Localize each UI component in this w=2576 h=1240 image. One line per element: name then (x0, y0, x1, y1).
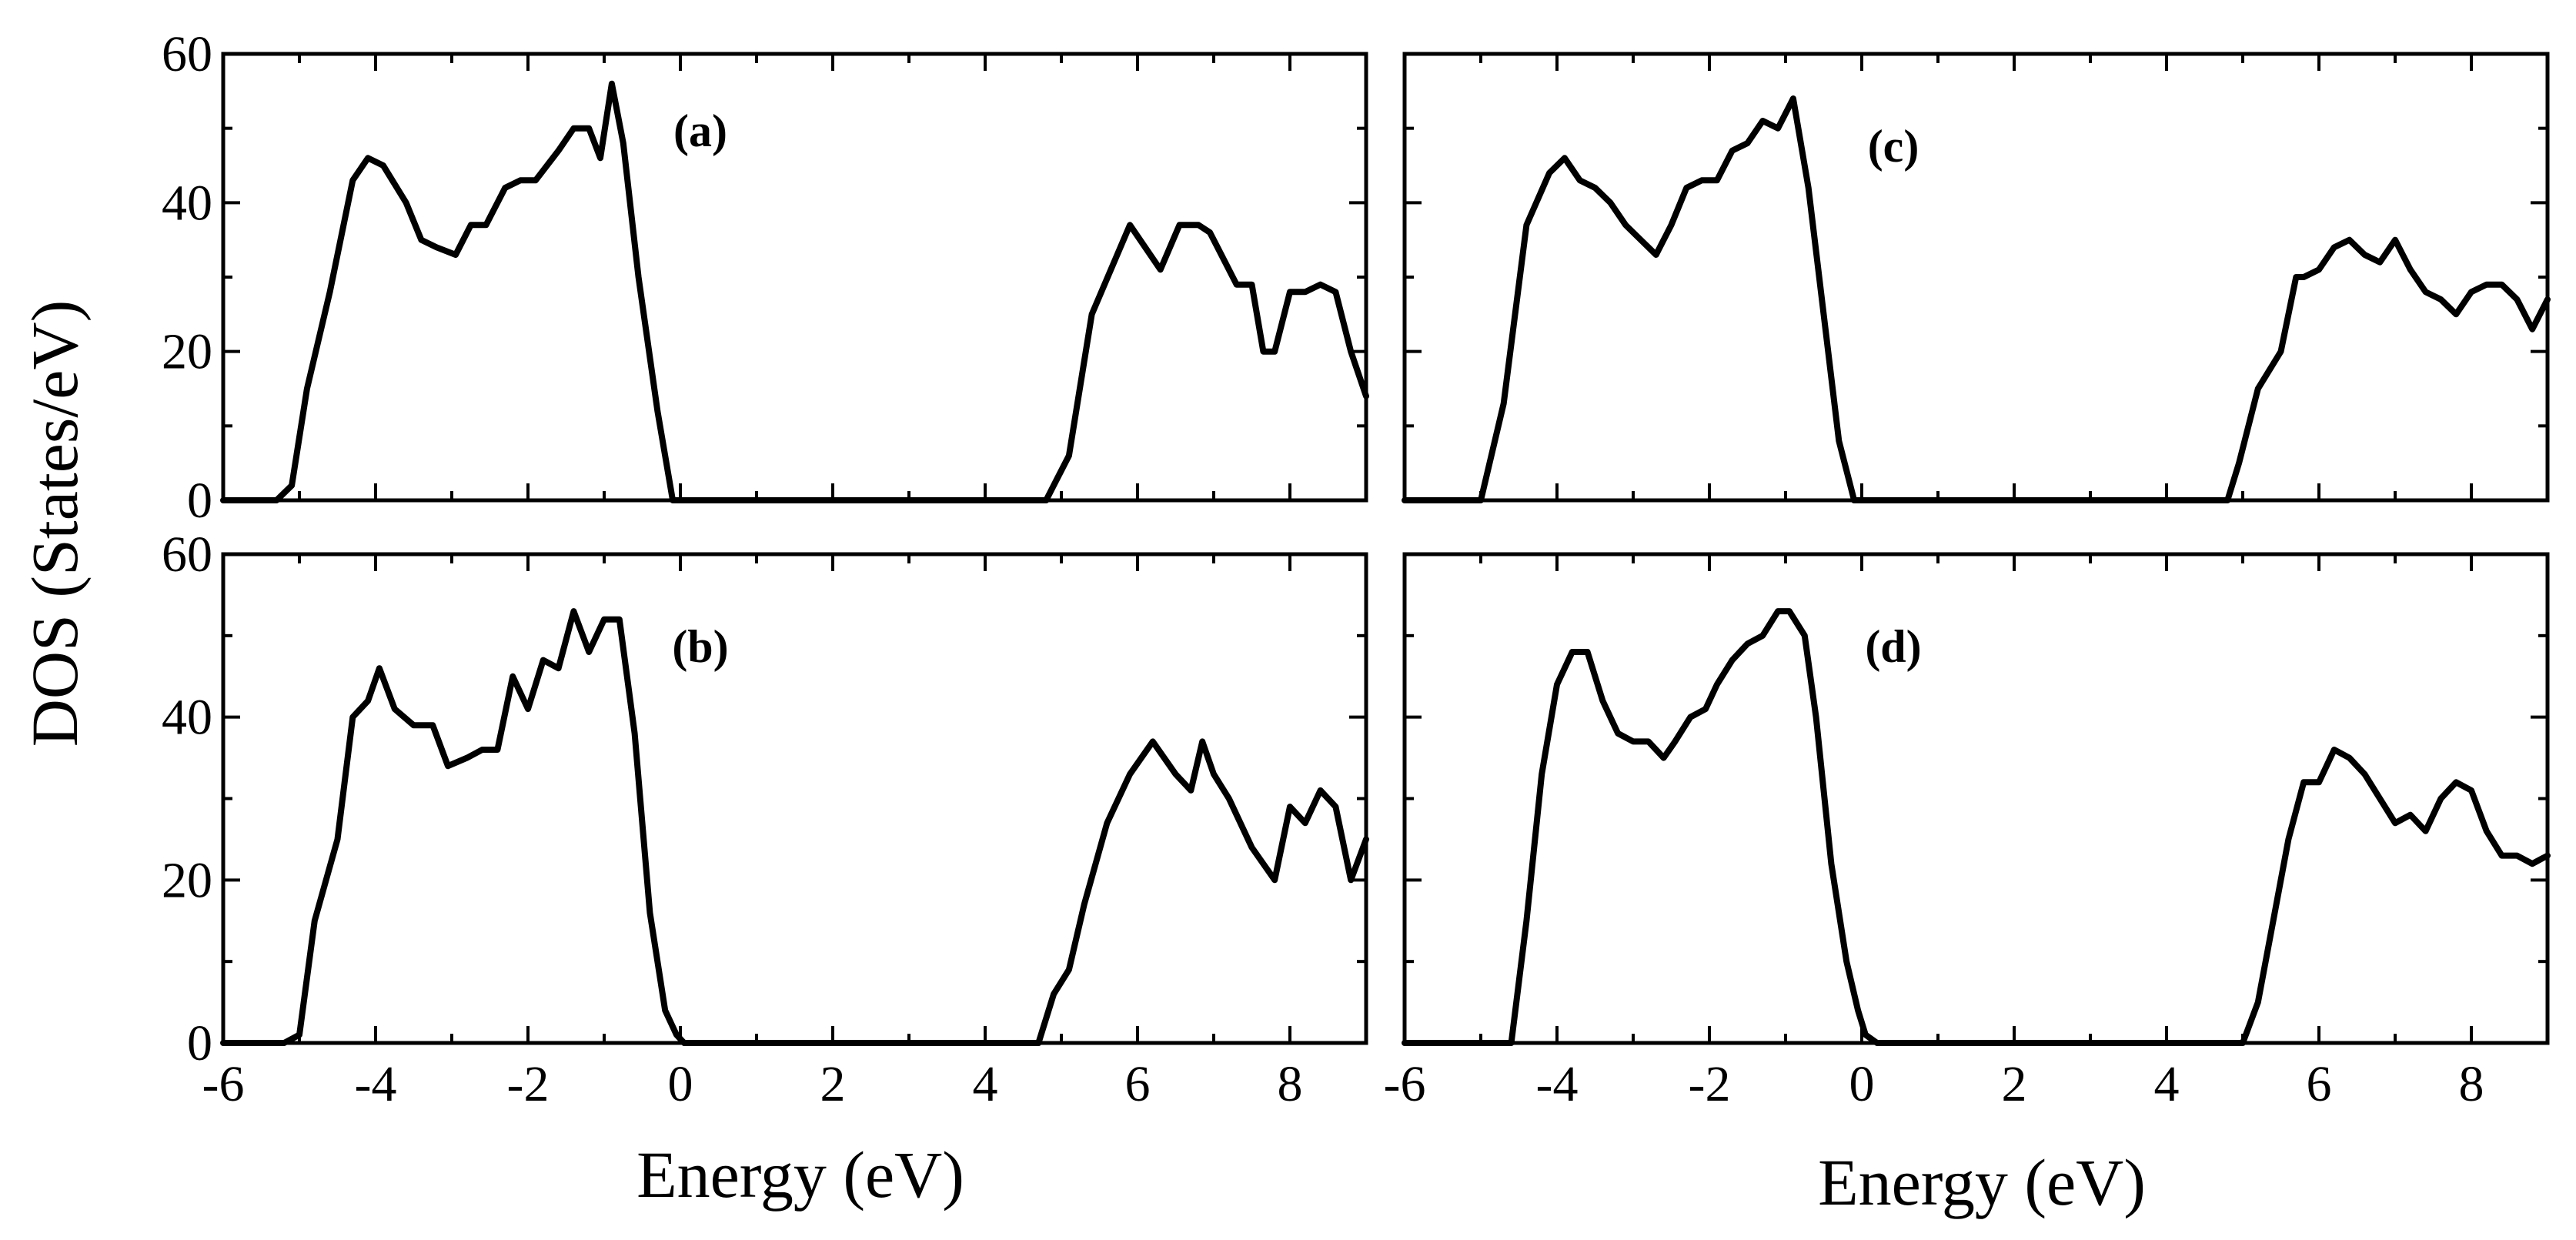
panel-label-c: (c) (1868, 121, 1919, 172)
panel-label-d: (d) (1865, 621, 1921, 672)
x-axis-title-left: Energy (eV) (636, 1138, 964, 1212)
x-tick-label: 6 (1125, 1056, 1151, 1112)
y-tick-label: 0 (187, 473, 212, 529)
y-tick-label: 60 (162, 526, 212, 583)
x-tick-label: 8 (1278, 1056, 1303, 1112)
panel-label-b: (b) (672, 621, 728, 672)
x-tick-label: 0 (668, 1056, 693, 1112)
panel-d: -6 -4 -2 0 2 4 6 8 (d) (1384, 552, 2551, 1112)
panel-c: (c) (1402, 52, 2551, 503)
y-axis-title: DOS (States/eV) (18, 300, 92, 747)
y-tick-label: 20 (162, 852, 212, 908)
panel-a: 0 20 40 60 (a) (162, 26, 1369, 529)
x-tick-label: 4 (973, 1056, 998, 1112)
y-tick-label: 40 (162, 690, 212, 746)
panel-c-frame (1402, 52, 2550, 503)
x-tick-label: -4 (355, 1056, 397, 1112)
y-tick-label: 0 (187, 1015, 212, 1071)
x-tick-label: 0 (1849, 1056, 1875, 1112)
x-tick-label: 4 (2154, 1056, 2180, 1112)
y-tick-label: 40 (162, 175, 212, 231)
panel-label-a: (a) (673, 105, 727, 156)
x-tick-label: -6 (202, 1056, 245, 1112)
x-tick-label: -2 (507, 1056, 550, 1112)
y-tick-label: 60 (162, 26, 212, 82)
x-tick-label: 2 (820, 1056, 846, 1112)
x-tick-label: -4 (1536, 1056, 1579, 1112)
dos-curve-a (220, 80, 1369, 503)
dos-curve-c (1402, 95, 2551, 503)
dos-curve-d (1402, 608, 2551, 1046)
dos-curve-b (220, 608, 1369, 1046)
x-tick-label: -6 (1384, 1056, 1426, 1112)
x-tick-label: 8 (2459, 1056, 2484, 1112)
panel-d-frame (1402, 552, 2550, 1045)
x-axis-title-right: Energy (eV) (1818, 1145, 2146, 1219)
panel-b: 0 20 40 60 -6 -4 -2 0 2 4 6 8 (b) (162, 526, 1369, 1112)
x-tick-label: 6 (2307, 1056, 2332, 1112)
x-tick-label: -2 (1689, 1056, 1731, 1112)
panel-a-frame (221, 52, 1368, 503)
x-tick-label: 2 (2002, 1056, 2027, 1112)
panel-b-frame (221, 552, 1368, 1045)
y-tick-label: 20 (162, 324, 212, 380)
